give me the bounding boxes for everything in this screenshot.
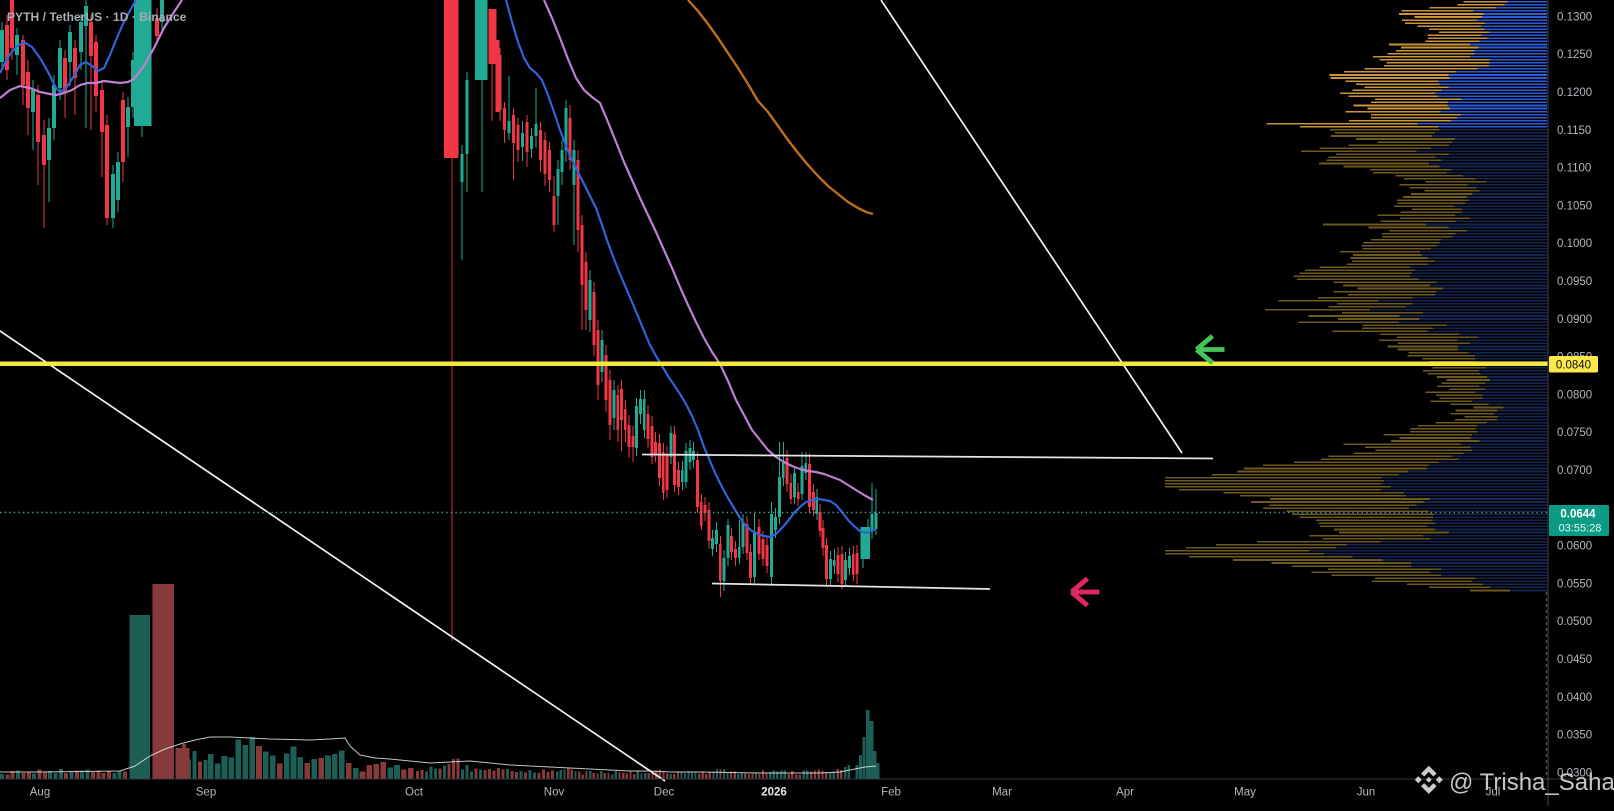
svg-text:0.1000: 0.1000	[1557, 238, 1592, 250]
svg-text:0.1100: 0.1100	[1557, 163, 1591, 175]
svg-text:May: May	[1234, 787, 1256, 799]
svg-text:0.0600: 0.0600	[1557, 541, 1592, 553]
svg-text:0.0300: 0.0300	[1557, 767, 1592, 779]
svg-text:0.1250: 0.1250	[1557, 49, 1592, 61]
svg-text:0.0450: 0.0450	[1557, 654, 1592, 666]
svg-text:0.0750: 0.0750	[1557, 427, 1592, 439]
svg-text:0.1150: 0.1150	[1557, 125, 1591, 137]
svg-text:Jul: Jul	[1486, 787, 1501, 799]
svg-text:0.0950: 0.0950	[1557, 276, 1592, 288]
svg-text:0.1050: 0.1050	[1557, 200, 1592, 212]
svg-text:0.0840: 0.0840	[1556, 360, 1591, 372]
svg-text:0.1300: 0.1300	[1557, 11, 1592, 23]
svg-text:0.1200: 0.1200	[1557, 87, 1592, 99]
svg-text:0.0644: 0.0644	[1560, 509, 1596, 521]
svg-text:@ Trisha_Saha: @ Trisha_Saha	[1449, 769, 1614, 796]
svg-text:03:55:28: 03:55:28	[1559, 523, 1602, 535]
svg-text:Aug: Aug	[30, 787, 50, 799]
svg-text:Sep: Sep	[196, 787, 216, 799]
svg-text:0.0800: 0.0800	[1557, 389, 1592, 401]
svg-text:Nov: Nov	[544, 787, 565, 799]
svg-text:Feb: Feb	[881, 787, 901, 799]
svg-text:0.0400: 0.0400	[1557, 692, 1592, 704]
svg-text:Dec: Dec	[654, 787, 675, 799]
svg-text:0.0500: 0.0500	[1557, 616, 1592, 628]
svg-text:2026: 2026	[761, 787, 787, 799]
svg-text:0.0900: 0.0900	[1557, 314, 1592, 326]
svg-text:Mar: Mar	[992, 787, 1012, 799]
svg-text:0.0550: 0.0550	[1557, 578, 1592, 590]
svg-text:Apr: Apr	[1116, 787, 1134, 799]
svg-text:0.0350: 0.0350	[1557, 730, 1592, 742]
svg-text:PYTH / TetherUS · 1D · Binance: PYTH / TetherUS · 1D · Binance	[7, 10, 187, 24]
svg-text:Jun: Jun	[1357, 787, 1376, 799]
svg-text:Oct: Oct	[405, 787, 424, 799]
svg-text:0.0700: 0.0700	[1557, 465, 1592, 477]
